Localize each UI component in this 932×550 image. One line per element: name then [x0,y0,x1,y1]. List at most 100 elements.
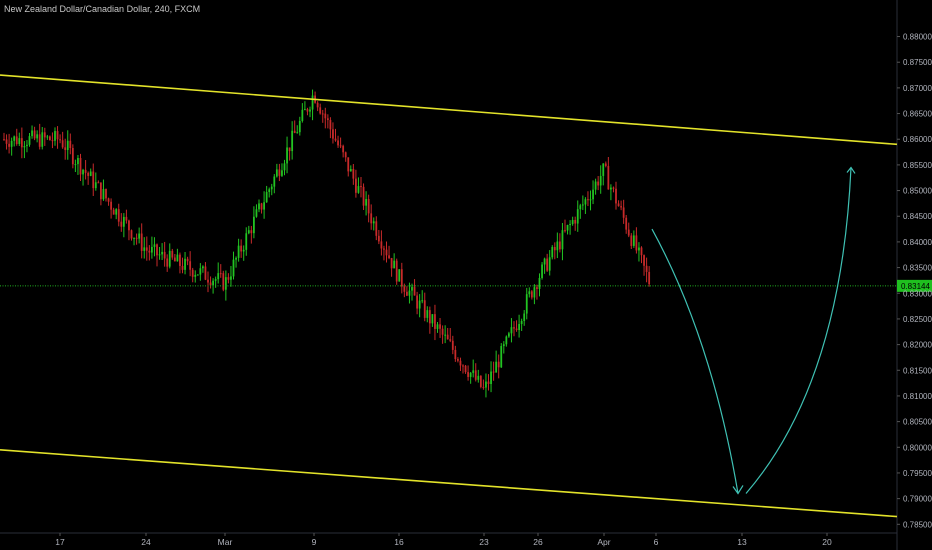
candle-body [278,169,281,176]
candle-body [161,251,163,255]
candle-body [117,209,120,222]
candle-body [263,202,265,210]
candle-body [551,247,554,258]
candle-body [505,336,508,345]
candle-body [304,109,306,111]
y-tick-label: 0.82000 [903,341,932,350]
candle-body [26,144,28,147]
candle-body [275,169,278,177]
candle-body [122,216,125,227]
candle-body [20,138,23,148]
candle-body [270,186,273,190]
candle-body [610,187,612,190]
candle-body [250,230,253,234]
candle-body [153,244,156,247]
candle-body [472,370,475,373]
candle-body [219,273,222,275]
candle-body [28,136,31,145]
candle-body [355,178,357,193]
candle-body [349,168,352,172]
candle-body [602,163,605,176]
candle-body [365,199,367,206]
candle-body [538,277,541,289]
candle-body [316,102,319,108]
y-tick-label: 0.86000 [903,135,932,144]
candle-body [449,339,452,341]
candle-body [457,359,459,361]
candle-body [38,134,41,147]
candle-body [227,277,230,280]
candle-body [372,221,375,224]
candle-body [459,360,462,366]
candle-body [56,131,59,140]
candle-body [421,300,424,302]
candle-body [579,205,582,210]
candle-body [477,375,480,380]
x-tick-label: 26 [533,537,543,547]
candle-body [395,260,398,282]
candle-body [393,260,396,269]
candle-body [607,165,610,190]
candle-body [497,361,500,368]
candle-body [18,138,21,144]
candle-body [10,140,13,147]
candle-body [69,140,72,148]
candle-body [388,255,390,259]
candle-body [23,146,26,148]
candle-body [191,269,194,277]
arrowhead-down [732,485,744,495]
candle-body [566,225,569,231]
candle-body [546,258,549,271]
candle-body [383,248,385,250]
candle-body [541,264,543,278]
candle-body [130,230,133,239]
candle-body [145,247,148,251]
candle-body [436,324,439,329]
candle-body [59,139,61,141]
y-tick-label: 0.87000 [903,84,932,93]
candle-body [408,290,411,296]
candle-body [625,217,628,230]
candle-body [173,257,176,262]
candle-body [309,109,311,112]
candle-body [181,265,184,270]
x-tick-label: 16 [394,537,404,547]
candle-body [224,277,227,290]
candle-body [439,324,441,329]
candle-body [171,250,174,258]
candle-body [587,199,589,201]
candle-body [528,291,531,295]
candle-body [370,213,373,224]
candle-body [390,258,393,269]
candle-body [645,265,648,272]
candle-body [138,233,141,239]
candle-body [135,237,138,239]
x-tick-label: Apr [597,537,610,547]
projection-down-curve [651,228,739,494]
candle-body [89,171,92,176]
candle-body [128,220,130,231]
candle-body [362,186,365,206]
upper-trendline [0,74,898,146]
candle-body [617,203,620,207]
candle-body [77,158,79,165]
candle-body [357,186,360,193]
candle-body [209,282,212,286]
y-tick-label: 0.88000 [903,33,932,42]
candle-body [510,327,513,334]
candle-body [564,230,566,232]
candle-body [530,291,533,298]
candle-body [469,372,472,377]
candle-body [245,233,248,250]
candle-body [543,258,546,265]
candle-body [253,216,255,234]
candle-body [380,241,383,249]
arrowhead-up [846,166,856,174]
candle-body [64,147,67,151]
candle-body [640,247,643,256]
candle-body [82,169,84,175]
candle-body [237,245,240,258]
candle-body [281,170,283,176]
candle-body [242,249,245,252]
